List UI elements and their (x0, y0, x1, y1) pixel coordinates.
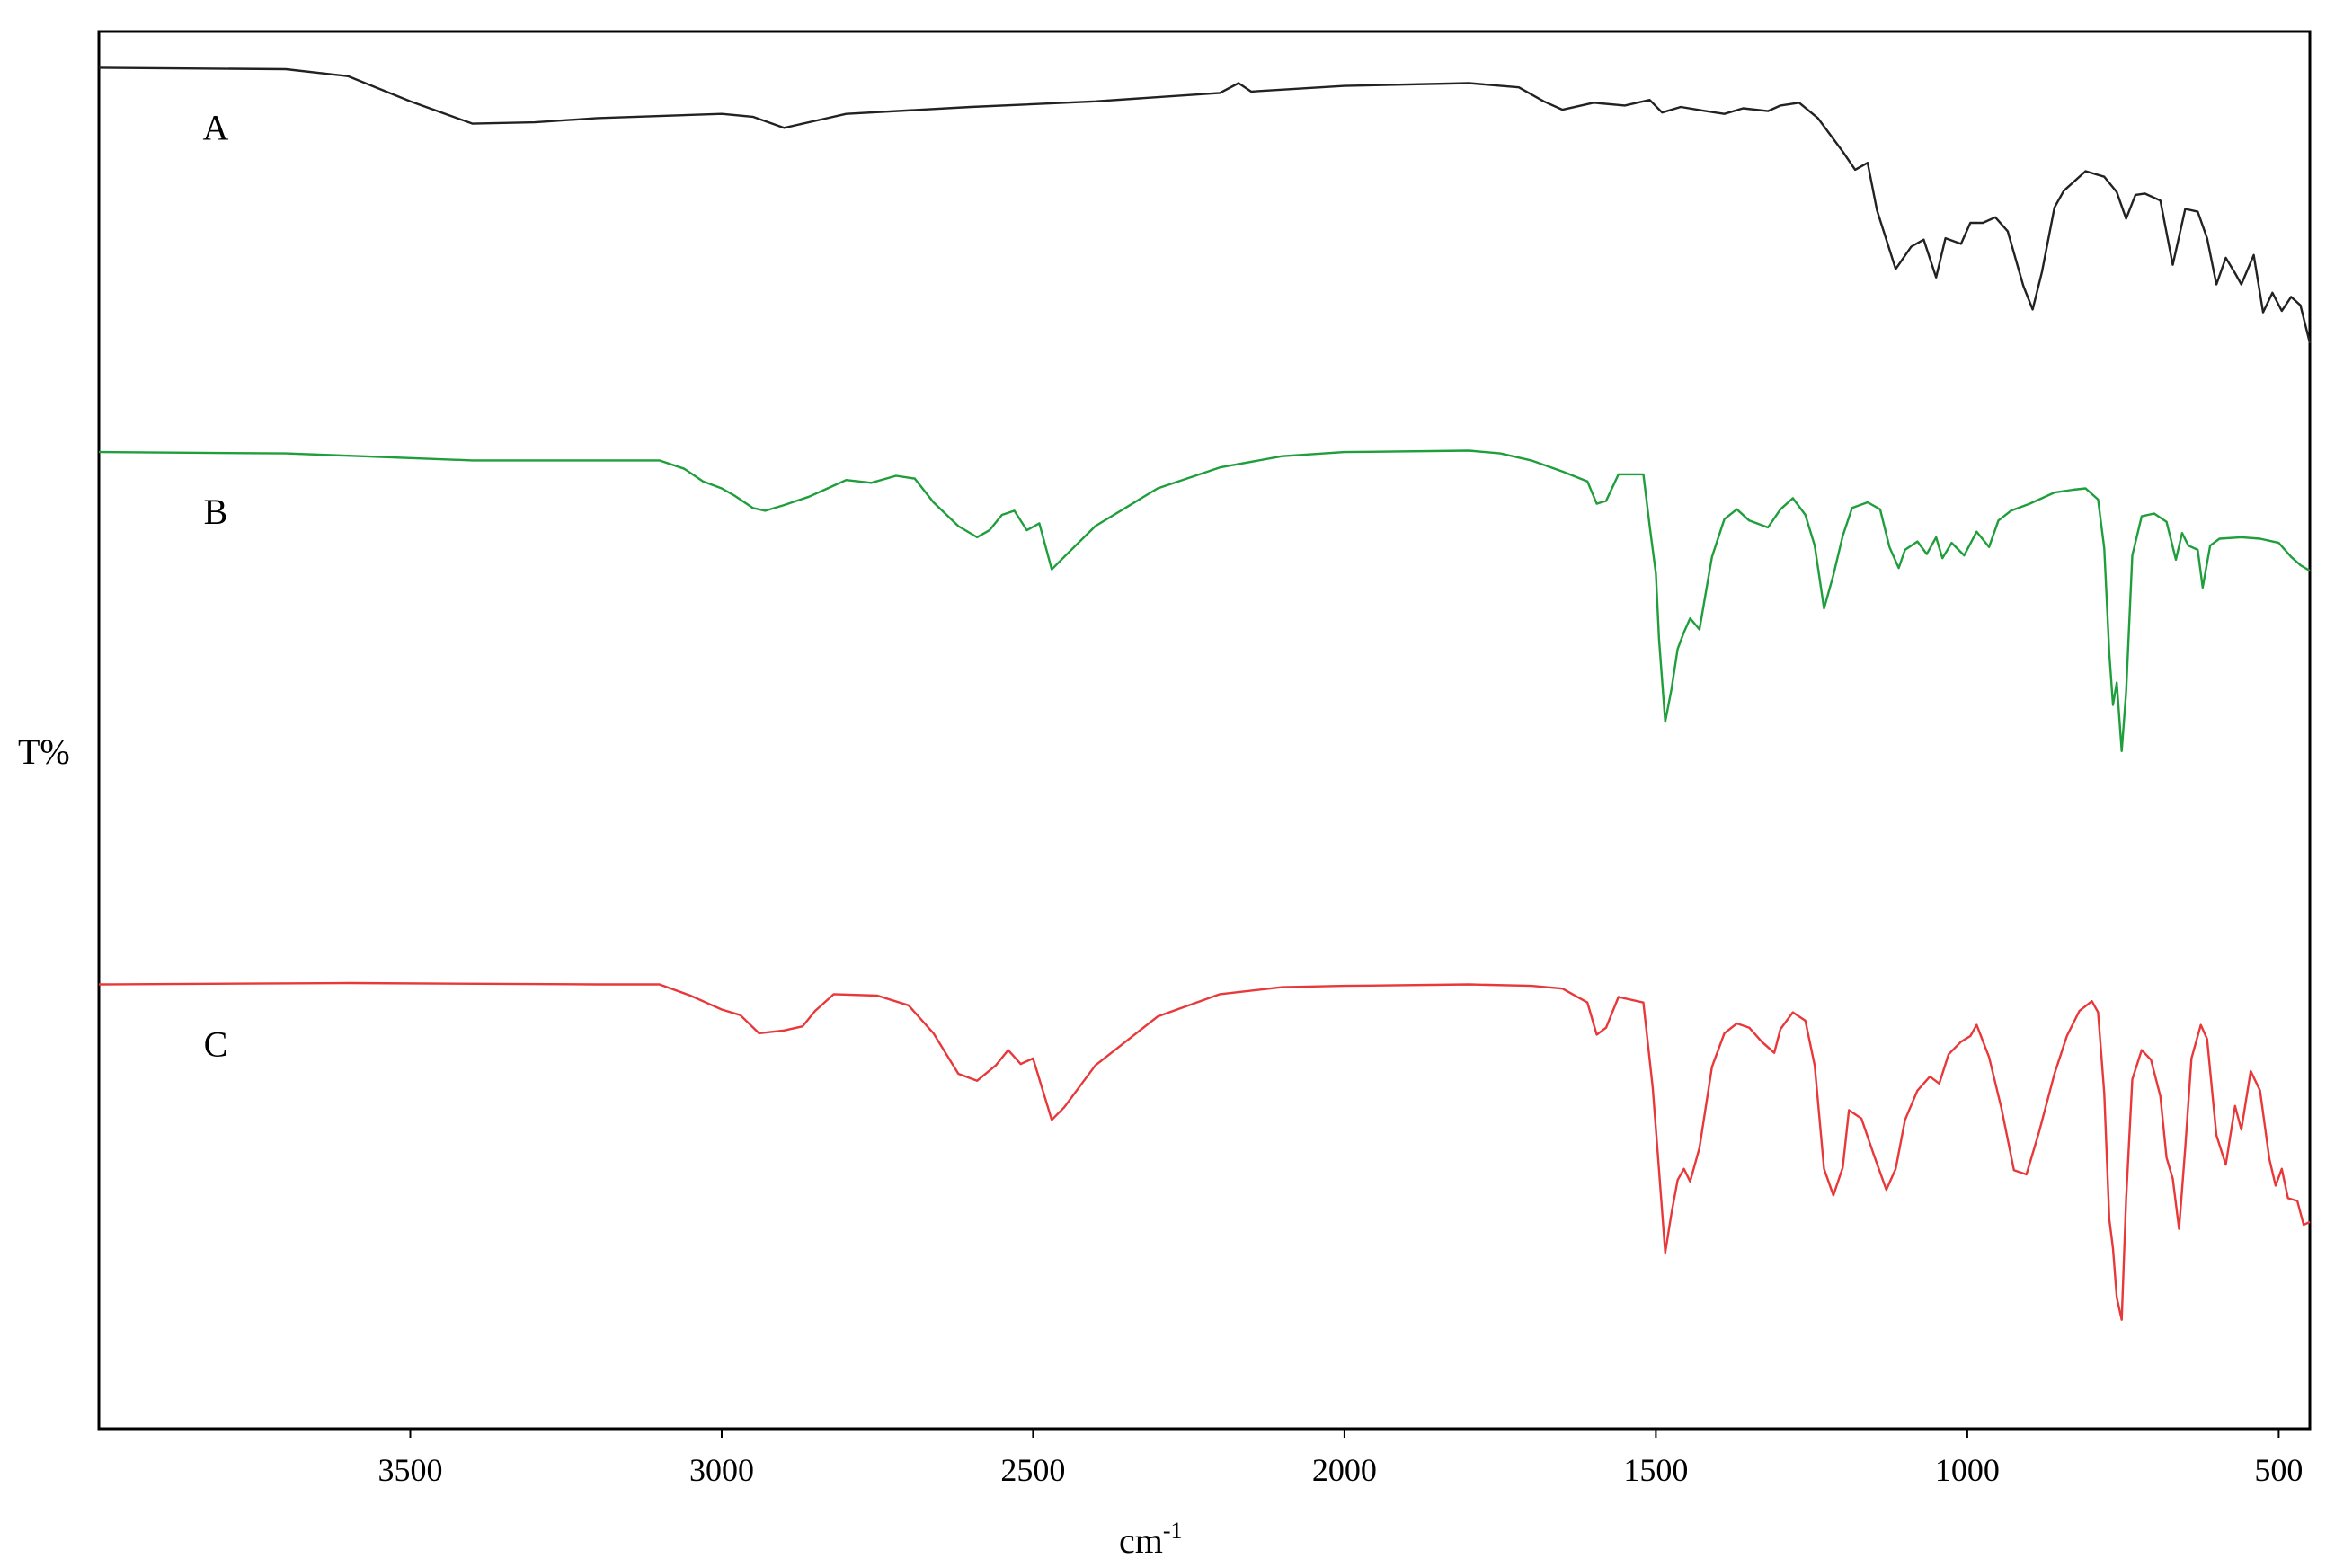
series-label-a: A (203, 107, 229, 147)
series-label-c: C (204, 1024, 228, 1065)
series-group (98, 66, 2312, 1321)
series-label-group: A B C (203, 107, 229, 1064)
x-tick-label: 500 (2254, 1452, 2303, 1488)
plot-frame (97, 30, 2312, 1431)
x-tick-label: 1500 (1623, 1452, 1688, 1488)
x-axis-title: cm-1 (1119, 1518, 1183, 1561)
x-tick-label: 3000 (689, 1452, 754, 1488)
x-axis-title-base: cm (1119, 1520, 1163, 1561)
y-axis-title: T% (18, 731, 70, 772)
spectrum-line-c (98, 981, 2311, 1321)
x-axis-title-superscript: -1 (1163, 1518, 1183, 1544)
spectrum-line-a (98, 66, 2312, 344)
x-tick-label: 3500 (378, 1452, 443, 1488)
x-tick-label: 1000 (1935, 1452, 2000, 1488)
spectrum-line-b (98, 449, 2311, 752)
x-tick-label: 2000 (1312, 1452, 1377, 1488)
x-tick-label: 2500 (1000, 1452, 1065, 1488)
series-label-b: B (204, 492, 228, 532)
x-axis-ticks: 3500 3000 2500 2000 1500 1000 500 (378, 1429, 2303, 1488)
